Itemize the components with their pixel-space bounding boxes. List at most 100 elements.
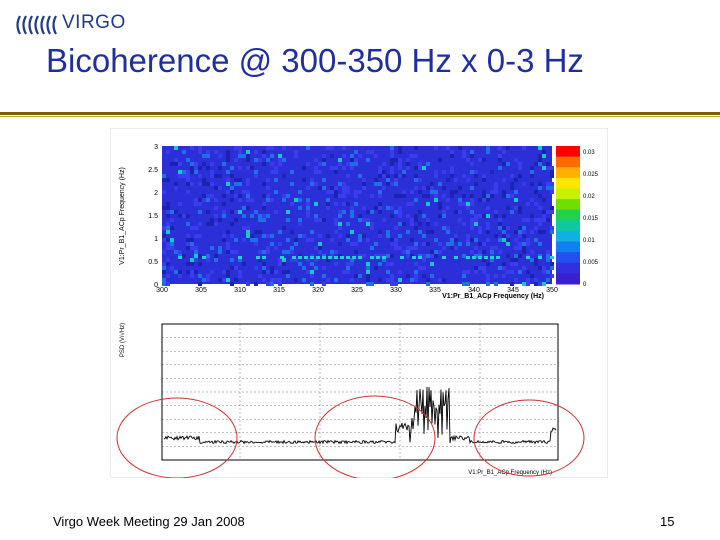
heatmap-cell [386,234,390,238]
heatmap-cell [446,206,450,210]
heatmap-cell [550,182,554,186]
heatmap-cell [218,246,222,250]
heatmap-cell [186,222,190,226]
heatmap-cell [290,250,294,254]
heatmap-cell [190,274,194,278]
heatmap-cell [318,162,322,166]
heatmap-cell [162,174,166,178]
heatmap-cell [426,282,430,286]
heatmap-cell [378,170,382,174]
heatmap-cell [538,282,542,286]
heatmap-cell [470,250,474,254]
heatmap-cell [522,250,526,254]
color-scale-segment [556,230,580,243]
heatmap-cell [286,218,290,222]
heatmap-cell [270,170,274,174]
heatmap-cell [486,278,490,282]
color-scale-tick-label: 0.015 [583,216,599,222]
heatmap-cell [390,278,394,282]
heatmap-cell [238,198,242,202]
heatmap-cell [250,214,254,218]
heatmap-cell [262,270,266,274]
heatmap-cell [358,218,362,222]
heatmap-cell [550,166,554,170]
heatmap-cell [322,178,326,182]
heatmap-cell [542,266,546,270]
heatmap-cell [238,166,242,170]
heatmap-cell [278,230,282,234]
heatmap-cell [262,154,266,158]
heatmap-cell [338,162,342,166]
heatmap-cell [222,238,226,242]
heatmap-cell [322,282,326,286]
heatmap-cell [190,146,194,150]
top-x-tick-label: 300 [156,287,168,294]
heatmap-cell [542,270,546,274]
heatmap-cell [390,170,394,174]
heatmap-cell [358,274,362,278]
heatmap-cell [342,202,346,206]
heatmap-cell [226,170,230,174]
heatmap-cell [534,218,538,222]
heatmap-cell [474,270,478,274]
heatmap-cell [182,254,186,258]
heatmap-cell [286,274,290,278]
heatmap-cell [178,174,182,178]
heatmap-cell [534,282,538,286]
heatmap-cell [370,226,374,230]
heatmap-cell [410,222,414,226]
heatmap-cell [162,270,166,274]
heatmap-cell [462,254,466,258]
heatmap-cell [278,262,282,266]
heatmap-cell [350,166,354,170]
heatmap-cell [418,222,422,226]
heatmap-cell [494,274,498,278]
heatmap-cell [486,222,490,226]
heatmap-cell [210,194,214,198]
heatmap-cell [202,278,206,282]
heatmap-cell [378,202,382,206]
heatmap-cell [422,258,426,262]
heatmap-cell [518,206,522,210]
top-x-ticks: 300 305 310 315 320 325 330 335 340 345 350 [156,287,558,294]
heatmap-cell [502,194,506,198]
heatmap-cell [190,238,194,242]
heatmap-cell [542,198,546,202]
heatmap-cell [186,242,190,246]
heatmap-cell [526,278,530,282]
heatmap-cell [382,218,386,222]
heatmap-cell [326,234,330,238]
heatmap-cell [328,256,332,259]
heatmap-cell [190,270,194,274]
heatmap-cell [340,256,344,259]
heatmap-cell [382,258,386,262]
heatmap-cell [310,230,314,234]
heatmap-cell [518,162,522,166]
heatmap-cell [450,246,454,250]
heatmap-cell [222,270,226,274]
heatmap-cell [462,202,466,206]
top-x-tick-label: 315 [273,287,285,294]
heatmap-cell [390,282,394,286]
heatmap-cell [246,206,250,210]
heatmap-cell [374,266,378,270]
heatmap-cell [478,250,482,254]
heatmap-cell [162,226,166,230]
heatmap-cell [326,146,330,150]
heatmap-cell [434,198,438,202]
heatmap-cell [510,282,514,286]
heatmap-cell [470,202,474,206]
heatmap-cell [314,166,318,170]
heatmap-cell [386,230,390,234]
heatmap-cell [410,154,414,158]
heatmap-cell [386,178,390,182]
top-y-tick-label: 2.5 [148,167,158,174]
heatmap-cell [370,256,374,259]
heatmap-cell [266,246,270,250]
heatmap-cell [306,202,310,206]
heatmap-cell [458,242,462,246]
heatmap-cell [346,270,350,274]
heatmap-cell [422,266,426,270]
heatmap-cell [254,242,258,246]
heatmap-cell [254,210,258,214]
